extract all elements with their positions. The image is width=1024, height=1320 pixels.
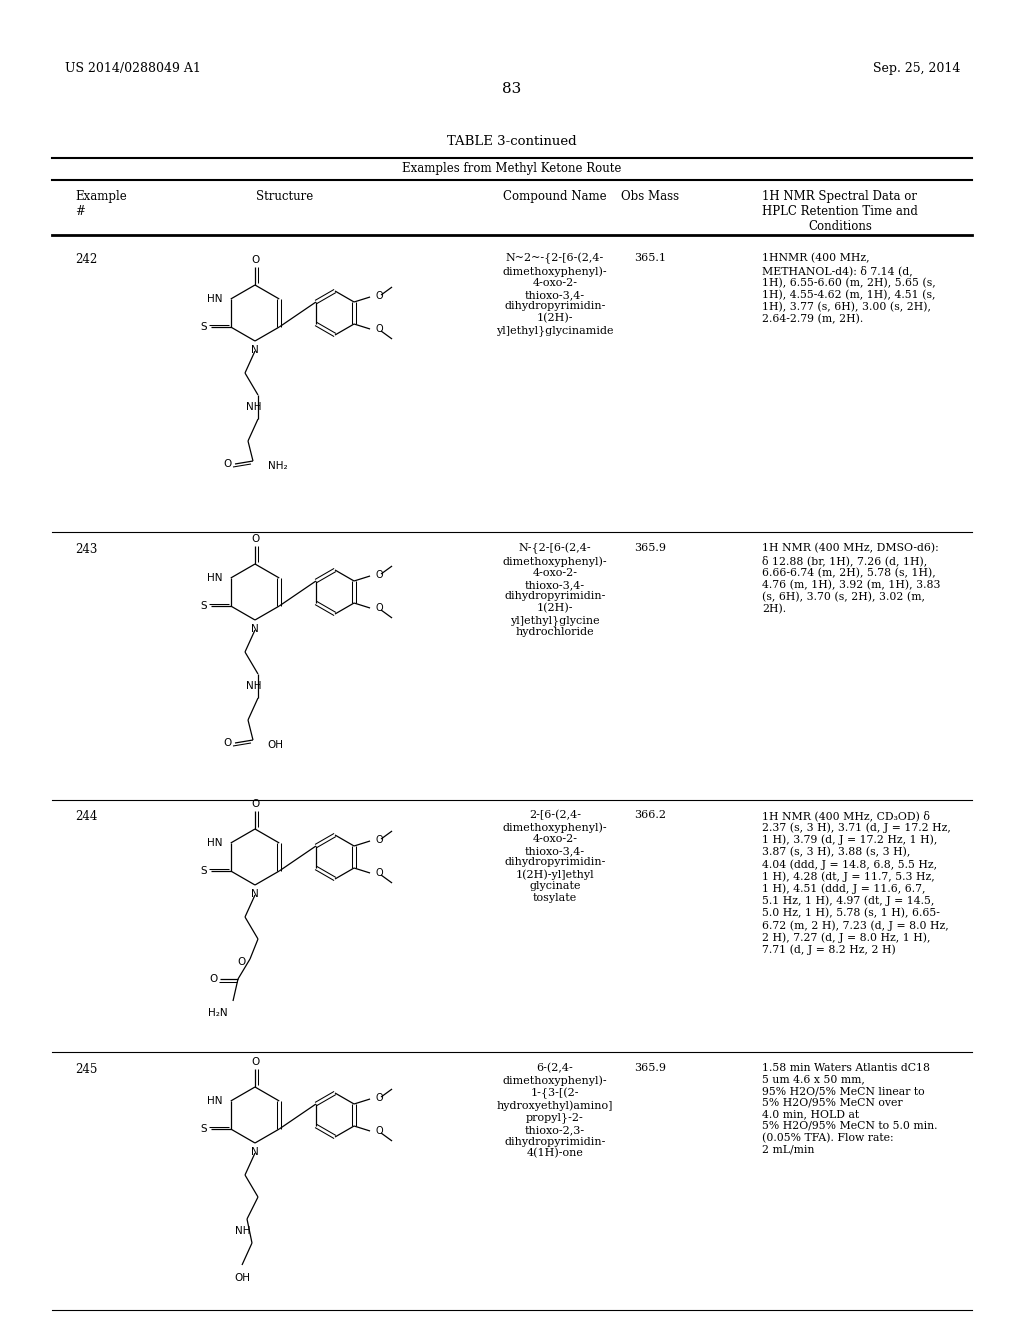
Text: 2-[6-(2,4-
dimethoxyphenyl)-
4-oxo-2-
thioxo-3,4-
dihydropyrimidin-
1(2H)-yl]eth: 2-[6-(2,4- dimethoxyphenyl)- 4-oxo-2- th… [503, 810, 607, 903]
Text: Example
#: Example # [75, 190, 127, 218]
Text: N: N [251, 1147, 259, 1158]
Text: Examples from Methyl Ketone Route: Examples from Methyl Ketone Route [402, 162, 622, 176]
Text: 1H NMR (400 MHz, CD₃OD) δ
2.37 (s, 3 H), 3.71 (d, J = 17.2 Hz,
1 H), 3.79 (d, J : 1H NMR (400 MHz, CD₃OD) δ 2.37 (s, 3 H),… [762, 810, 951, 956]
Text: O: O [375, 869, 383, 878]
Text: US 2014/0288049 A1: US 2014/0288049 A1 [65, 62, 201, 75]
Text: O: O [224, 459, 232, 469]
Text: 244: 244 [75, 810, 97, 822]
Text: O: O [251, 1057, 259, 1067]
Text: S: S [201, 322, 207, 333]
Text: N: N [251, 345, 259, 355]
Text: N~2~-{2-[6-(2,4-
dimethoxyphenyl)-
4-oxo-2-
thioxo-3,4-
dihydropyrimidin-
1(2H)-: N~2~-{2-[6-(2,4- dimethoxyphenyl)- 4-oxo… [497, 253, 613, 335]
Text: TABLE 3-continued: TABLE 3-continued [447, 135, 577, 148]
Text: HN: HN [207, 573, 223, 583]
Text: Obs Mass: Obs Mass [621, 190, 679, 203]
Text: O: O [251, 799, 259, 809]
Text: 365.9: 365.9 [634, 1063, 666, 1073]
Text: N: N [251, 624, 259, 634]
Text: Sep. 25, 2014: Sep. 25, 2014 [872, 62, 961, 75]
Text: S: S [201, 1125, 207, 1134]
Text: O: O [375, 603, 383, 612]
Text: 83: 83 [503, 82, 521, 96]
Text: OH: OH [267, 741, 283, 750]
Text: S: S [201, 601, 207, 611]
Text: 242: 242 [75, 253, 97, 267]
Text: 1HNMR (400 MHz,
METHANOL-d4): δ 7.14 (d,
1H), 6.55-6.60 (m, 2H), 5.65 (s,
1H), 4: 1HNMR (400 MHz, METHANOL-d4): δ 7.14 (d,… [762, 253, 936, 323]
Text: O: O [375, 1093, 383, 1104]
Text: NH: NH [246, 681, 262, 690]
Text: NH₂: NH₂ [268, 461, 288, 471]
Text: HN: HN [207, 1096, 223, 1106]
Text: NH: NH [246, 403, 262, 412]
Text: 1H NMR (400 MHz, DMSO-d6):
δ 12.88 (br, 1H), 7.26 (d, 1H),
6.66-6.74 (m, 2H), 5.: 1H NMR (400 MHz, DMSO-d6): δ 12.88 (br, … [762, 543, 940, 614]
Text: H₂N: H₂N [208, 1008, 228, 1018]
Text: O: O [375, 290, 383, 301]
Text: 6-(2,4-
dimethoxyphenyl)-
1-{3-[(2-
hydroxyethyl)amino]
propyl}-2-
thioxo-2,3-
d: 6-(2,4- dimethoxyphenyl)- 1-{3-[(2- hydr… [497, 1063, 613, 1159]
Text: HN: HN [207, 838, 223, 847]
Text: S: S [201, 866, 207, 876]
Text: N-{2-[6-(2,4-
dimethoxyphenyl)-
4-oxo-2-
thioxo-3,4-
dihydropyrimidin-
1(2H)-
yl: N-{2-[6-(2,4- dimethoxyphenyl)- 4-oxo-2-… [503, 543, 607, 638]
Text: Compound Name: Compound Name [503, 190, 607, 203]
Text: O: O [238, 957, 246, 968]
Text: 245: 245 [75, 1063, 97, 1076]
Text: O: O [251, 535, 259, 544]
Text: 1.58 min Waters Atlantis dC18
5 um 4.6 x 50 mm,
95% H2O/5% MeCN linear to
5% H2O: 1.58 min Waters Atlantis dC18 5 um 4.6 x… [762, 1063, 938, 1155]
Text: O: O [375, 570, 383, 579]
Text: 365.1: 365.1 [634, 253, 666, 263]
Text: O: O [224, 738, 232, 748]
Text: N: N [251, 888, 259, 899]
Text: O: O [209, 974, 217, 983]
Text: 365.9: 365.9 [634, 543, 666, 553]
Text: NH: NH [236, 1226, 251, 1236]
Text: 243: 243 [75, 543, 97, 556]
Text: O: O [375, 1126, 383, 1137]
Text: OH: OH [234, 1272, 250, 1283]
Text: 366.2: 366.2 [634, 810, 666, 820]
Text: HN: HN [207, 294, 223, 304]
Text: Structure: Structure [256, 190, 313, 203]
Text: O: O [375, 323, 383, 334]
Text: O: O [375, 836, 383, 845]
Text: O: O [251, 255, 259, 265]
Text: 1H NMR Spectral Data or
HPLC Retention Time and
Conditions: 1H NMR Spectral Data or HPLC Retention T… [762, 190, 918, 234]
